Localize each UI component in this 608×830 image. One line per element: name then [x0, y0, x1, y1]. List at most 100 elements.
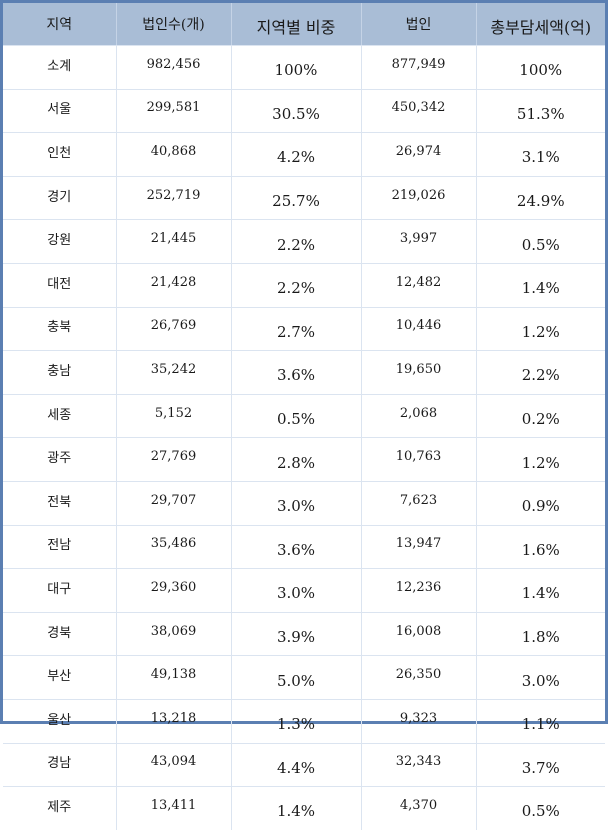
- tax-share-cell: 1.2%: [476, 437, 605, 482]
- region-share-cell: 2.8%: [231, 437, 362, 482]
- table-row: 전북 29,707 3.0% 7,623 0.9%: [3, 481, 605, 526]
- region-share-cell: 100%: [231, 45, 362, 90]
- corp-count-cell: 26,769: [116, 307, 232, 352]
- region-share-cell: 5.0%: [231, 655, 362, 700]
- corp-cell: 26,974: [361, 132, 477, 177]
- tax-share-cell: 3.7%: [476, 743, 605, 788]
- corp-cell: 3,997: [361, 219, 477, 264]
- corp-count-cell: 27,769: [116, 437, 232, 482]
- table-row: 충남 35,242 3.6% 19,650 2.2%: [3, 350, 605, 395]
- tax-share-cell: 3.0%: [476, 655, 605, 700]
- corp-cell: 2,068: [361, 394, 477, 439]
- corp-cell: 12,236: [361, 568, 477, 613]
- corp-cell: 877,949: [361, 45, 477, 90]
- region-share-cell: 3.9%: [231, 612, 362, 657]
- header-row: 지역 법인수(개) 지역별 비중 법인 총부담세액(억): [3, 3, 605, 46]
- tax-share-cell: 0.5%: [521, 802, 560, 821]
- corp-cell: 9,323: [361, 699, 477, 744]
- region-share-cell: 3.0%: [231, 481, 362, 526]
- table-row: 경북 38,069 3.9% 16,008 1.8%: [3, 612, 605, 657]
- region-share-cell: 25.7%: [231, 176, 362, 221]
- region-cell: 울산: [3, 699, 117, 744]
- corp-count-cell: 40,868: [116, 132, 232, 177]
- corp-count-cell: 49,138: [116, 655, 232, 700]
- corp-count-cell: 252,719: [116, 176, 232, 221]
- tax-share-cell: 1.1%: [476, 699, 605, 744]
- tax-share-cell: 0.5%: [476, 219, 605, 264]
- table-row: 대구 29,360 3.0% 12,236 1.4%: [3, 568, 605, 613]
- table-row: 경기 252,719 25.7% 219,026 24.9%: [3, 176, 605, 221]
- tax-share-cell: 0.9%: [476, 481, 605, 526]
- corp-cell: 12,482: [361, 263, 477, 308]
- region-cell: 대전: [3, 263, 117, 308]
- table-row: 부산 49,138 5.0% 26,350 3.0%: [3, 655, 605, 700]
- region-share-cell: 3.0%: [231, 568, 362, 613]
- tax-share-cell: 0.2%: [476, 394, 605, 439]
- corporate-tax-by-region-table: 지역 법인수(개) 지역별 비중 법인 총부담세액(억) 소계 982,456 10…: [3, 3, 605, 830]
- tax-share-cell: 1.6%: [476, 525, 605, 570]
- region-cell: 경북: [3, 612, 117, 657]
- header-corp-count: 법인수(개): [116, 3, 232, 46]
- region-share-cell: 0.5%: [231, 394, 362, 439]
- corp-cell: 13,947: [361, 525, 477, 570]
- region-share-cell: 3.6%: [231, 525, 362, 570]
- table-row: 인천 40,868 4.2% 26,974 3.1%: [3, 132, 605, 177]
- corp-cell: 32,343: [361, 743, 477, 788]
- corp-count-cell: 13,218: [116, 699, 232, 744]
- header-region-share: 지역별 비중: [231, 3, 362, 46]
- corp-count-cell: 43,094: [116, 743, 232, 788]
- region-share-cell: 2.7%: [231, 307, 362, 352]
- corp-count-cell: 21,428: [116, 263, 232, 308]
- corp-count-cell: 35,486: [116, 525, 232, 570]
- header-corp: 법인: [361, 3, 477, 46]
- tax-share-cell: 51.3%: [476, 89, 605, 134]
- region-share-cell: 2.2%: [231, 219, 362, 264]
- corp-cell: 10,763: [361, 437, 477, 482]
- header-region: 지역: [3, 3, 117, 46]
- region-cell: 강원: [3, 219, 117, 264]
- region-share-cell: 30.5%: [231, 89, 362, 134]
- tax-share-cell: 2.2%: [476, 350, 605, 395]
- tax-share-cell: 1.8%: [476, 612, 605, 657]
- table-row: 광주 27,769 2.8% 10,763 1.2%: [3, 437, 605, 482]
- region-share-cell: 1.4%: [231, 786, 362, 830]
- region-share-cell: 1.3%: [231, 699, 362, 744]
- region-cell: 제주: [3, 786, 117, 830]
- table-row: 강원 21,445 2.2% 3,997 0.5%: [3, 219, 605, 264]
- corp-cell: 4,370: [361, 786, 477, 830]
- tax-share-cell: 1.4%: [476, 568, 605, 613]
- region-cell: 경남: [3, 743, 117, 788]
- corp-count-cell: 21,445: [116, 219, 232, 264]
- region-cell: 서울: [3, 89, 117, 134]
- tax-share-cell: 3.1%: [476, 132, 605, 177]
- corp-count-cell: 13,411: [116, 786, 232, 830]
- corp-count-cell: 38,069: [116, 612, 232, 657]
- corp-count-cell: 982,456: [116, 45, 232, 90]
- table-row: 경남 43,094 4.4% 32,343 3.7%: [3, 743, 605, 788]
- region-share-cell: 3.6%: [231, 350, 362, 395]
- tax-share-cell: 1.4%: [476, 263, 605, 308]
- table-row: 제주 13,411 1.4% 4,370 0.5%: [3, 786, 605, 830]
- corp-cell: 16,008: [361, 612, 477, 657]
- corp-count-cell: 29,707: [116, 481, 232, 526]
- corp-cell: 7,623: [361, 481, 477, 526]
- table-row: 전남 35,486 3.6% 13,947 1.6%: [3, 525, 605, 570]
- region-cell: 대구: [3, 568, 117, 613]
- corp-cell: 26,350: [361, 655, 477, 700]
- corp-cell: 450,342: [361, 89, 477, 134]
- tax-share-cell: 100%: [476, 45, 605, 90]
- region-cell: 부산: [3, 655, 117, 700]
- tax-share-cell: 24.9%: [476, 176, 605, 221]
- region-share-cell: 4.4%: [231, 743, 362, 788]
- table-row: 대전 21,428 2.2% 12,482 1.4%: [3, 263, 605, 308]
- table-row: 서울 299,581 30.5% 450,342 51.3%: [3, 89, 605, 134]
- region-cell: 전남: [3, 525, 117, 570]
- region-cell: 경기: [3, 176, 117, 221]
- region-cell: 소계: [3, 45, 117, 90]
- corp-count-cell: 35,242: [116, 350, 232, 395]
- region-share-cell: 4.2%: [231, 132, 362, 177]
- tax-share-cell: 1.2%: [476, 307, 605, 352]
- table-row: 세종 5,152 0.5% 2,068 0.2%: [3, 394, 605, 439]
- corp-count-cell: 5,152: [116, 394, 232, 439]
